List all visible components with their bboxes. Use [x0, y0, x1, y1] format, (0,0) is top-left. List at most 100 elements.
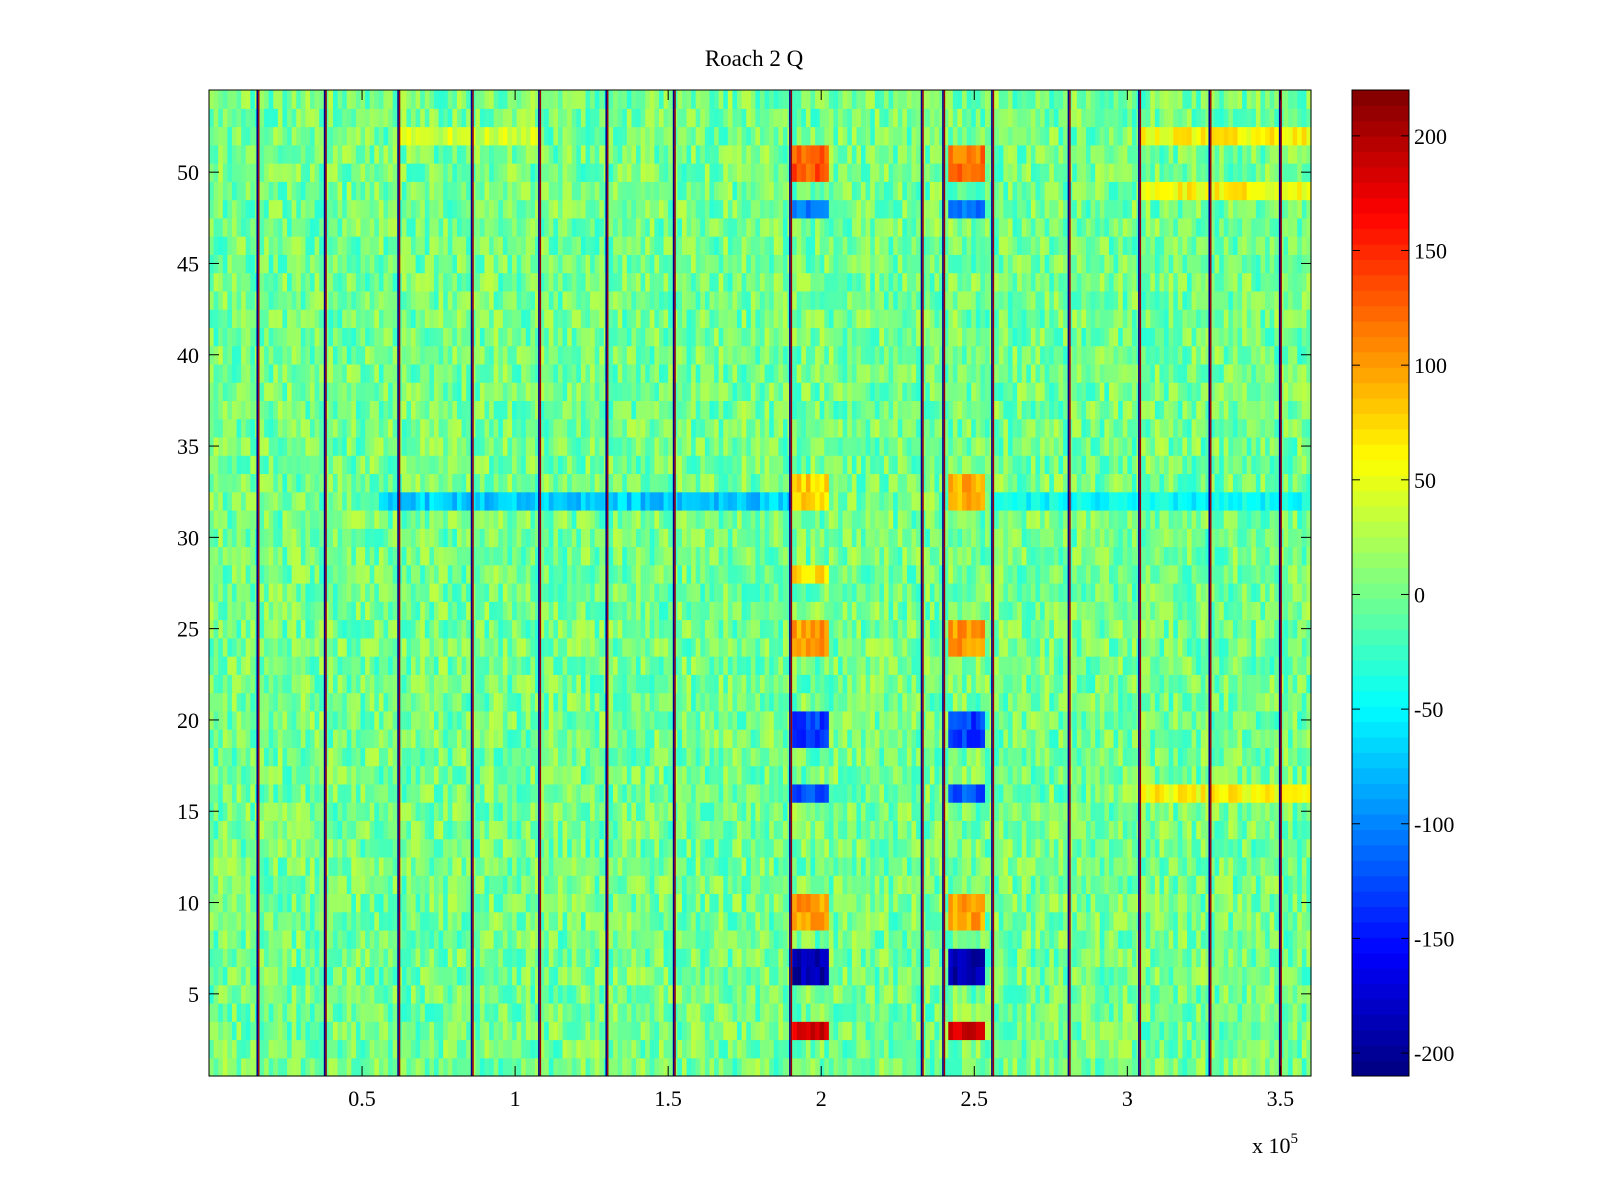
heatmap-cell	[971, 747, 977, 767]
heatmap-cell	[594, 893, 600, 913]
heatmap-cell	[939, 820, 945, 840]
heatmap-cell	[1196, 820, 1202, 840]
heatmap-cell	[883, 984, 890, 1004]
heatmap-cell	[1187, 820, 1193, 840]
heatmap-cell	[300, 948, 307, 968]
heatmap-cell	[489, 747, 495, 767]
heatmap-cell	[1306, 1039, 1312, 1059]
heatmap-cell	[654, 729, 660, 748]
heatmap-cell	[287, 875, 293, 895]
heatmap-cell	[1159, 710, 1165, 730]
heatmap-cell	[479, 765, 486, 785]
heatmap-cell	[888, 1039, 894, 1059]
heatmap-cell	[998, 875, 1004, 895]
heatmap-cell	[562, 692, 568, 712]
heatmap-cell	[378, 820, 385, 840]
heatmap-cell	[838, 929, 844, 949]
heatmap-cell	[709, 1002, 715, 1022]
heatmap-cell	[1063, 747, 1069, 767]
heatmap-cell	[998, 802, 1004, 821]
heatmap-cell	[934, 911, 940, 931]
heatmap-cell	[438, 747, 444, 767]
heatmap-cell	[332, 1021, 339, 1041]
heatmap-cell	[828, 729, 835, 748]
heatmap-cell	[1113, 710, 1119, 730]
heatmap-cell	[1150, 783, 1156, 803]
heatmap-cell	[668, 893, 674, 913]
heatmap-cell	[893, 911, 899, 931]
heatmap-cell	[525, 948, 532, 968]
heatmap-cell	[599, 856, 605, 876]
heatmap-cell	[1081, 893, 1087, 913]
heatmap-cell	[535, 966, 541, 986]
heatmap-cell	[1035, 710, 1041, 730]
heatmap-cell	[1292, 929, 1298, 949]
heatmap-cell	[277, 893, 284, 913]
heatmap-cell	[782, 875, 789, 895]
heatmap-cell	[516, 765, 522, 785]
heatmap-cell	[668, 948, 674, 968]
heatmap-cell	[466, 966, 472, 986]
heatmap-cell	[388, 820, 394, 840]
heatmap-cell	[530, 1002, 536, 1022]
heatmap-cell	[649, 893, 655, 913]
heatmap-cell	[1030, 1057, 1037, 1077]
heatmap-cell	[709, 893, 715, 913]
heatmap-cell	[360, 948, 366, 968]
heatmap-cell	[236, 856, 242, 876]
heatmap-cell	[966, 710, 972, 730]
heatmap-cell	[1237, 729, 1243, 748]
heatmap-cell	[1283, 838, 1289, 858]
heatmap-cell	[1265, 802, 1271, 821]
heatmap-cell	[1251, 747, 1257, 767]
heatmap-cell	[851, 729, 858, 748]
heatmap-cell	[939, 838, 945, 858]
heatmap-cell	[856, 802, 862, 821]
heatmap-cell	[1040, 893, 1046, 913]
heatmap-cell	[406, 710, 412, 730]
heatmap-cell	[342, 1021, 348, 1041]
heatmap-cell	[1049, 692, 1055, 712]
heatmap-cell	[287, 765, 293, 785]
heatmap-cell	[1044, 765, 1050, 785]
heatmap-cell	[874, 875, 880, 895]
heatmap-cell	[654, 710, 660, 730]
heatmap-cell	[1260, 911, 1266, 931]
heatmap-cell	[1288, 729, 1294, 748]
heatmap-cell	[493, 838, 499, 858]
heatmap-cell	[1214, 802, 1220, 821]
heatmap-cell	[640, 856, 646, 876]
heatmap-cell	[1297, 948, 1303, 968]
heatmap-cell	[268, 984, 274, 1004]
heatmap-cell	[906, 875, 913, 895]
heatmap-cell	[645, 729, 651, 748]
heatmap-cell	[447, 710, 453, 730]
heatmap-cell	[782, 984, 789, 1004]
heatmap-cell	[943, 1002, 949, 1022]
heatmap-cell	[750, 984, 757, 1004]
heatmap-cell	[452, 929, 458, 949]
heatmap-cell	[906, 1039, 913, 1059]
heatmap-cell	[557, 1057, 564, 1077]
heatmap-cell	[700, 984, 706, 1004]
heatmap-cell	[250, 783, 256, 803]
heatmap-cell	[328, 929, 334, 949]
heatmap-cell	[746, 729, 752, 748]
heatmap-cell	[420, 1057, 426, 1077]
heatmap-cell	[406, 929, 412, 949]
heatmap-cell	[245, 966, 251, 986]
heatmap-cell	[654, 1039, 660, 1059]
heatmap-cell	[1063, 966, 1069, 986]
heatmap-cell	[994, 984, 1000, 1004]
heatmap-cell	[209, 820, 215, 840]
heatmap-cell	[769, 710, 775, 730]
heatmap-cell	[273, 802, 279, 821]
heatmap-cell	[498, 710, 504, 730]
heatmap-cell	[718, 893, 724, 913]
heatmap-cell	[544, 1057, 550, 1077]
heatmap-cell	[819, 802, 825, 821]
heatmap-cell	[328, 1002, 334, 1022]
heatmap-cell	[888, 802, 894, 821]
heatmap-cell	[1164, 820, 1170, 840]
heatmap-cell	[461, 856, 467, 876]
